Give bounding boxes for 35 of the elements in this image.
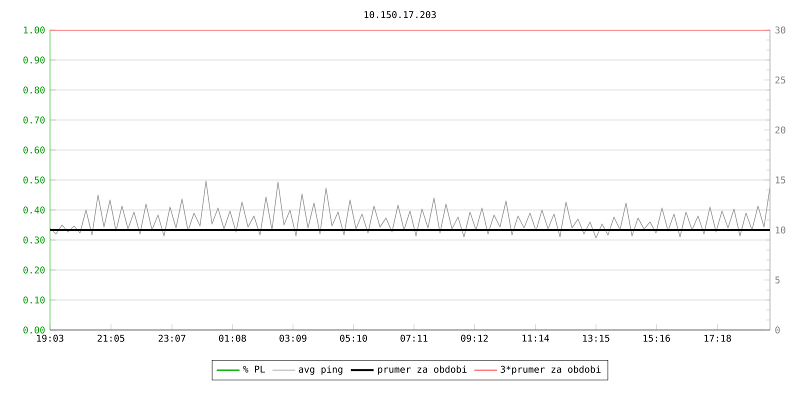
x-tick-label: 15:16 bbox=[644, 334, 670, 342]
x-tick-label: 09:12 bbox=[461, 334, 488, 342]
legend-label: avg ping bbox=[298, 366, 342, 375]
y-tick-label: 0.00 bbox=[23, 326, 45, 334]
x-tick-label: 13:15 bbox=[583, 334, 610, 342]
y-tick-label: 0.90 bbox=[23, 56, 45, 64]
x-tick-label: 01:08 bbox=[219, 334, 246, 342]
y2-tick-label: 30 bbox=[775, 26, 786, 34]
y-tick-label: 0.40 bbox=[23, 206, 45, 214]
y2-tick-label: 10 bbox=[776, 226, 786, 234]
x-tick-label: 17:18 bbox=[704, 334, 731, 342]
legend-label: % PL bbox=[243, 366, 265, 373]
y2-tick-label: 15 bbox=[776, 176, 786, 184]
y-tick-label: 0.50 bbox=[23, 176, 45, 184]
chart-title: 10.150.17.203 bbox=[364, 11, 436, 18]
x-tick-label: 03:09 bbox=[280, 334, 306, 342]
x-tick-label: 21:05 bbox=[98, 334, 124, 342]
y-tick-label: 0.80 bbox=[23, 86, 45, 94]
y-tick-label: 0.30 bbox=[23, 236, 45, 244]
legend-label: prumer za obdobi bbox=[378, 366, 467, 375]
y-tick-label: 0.60 bbox=[23, 146, 45, 154]
y-tick-label: 0.20 bbox=[23, 266, 45, 274]
y-tick-label: 1.00 bbox=[24, 26, 45, 34]
y-tick-label: 0.70 bbox=[23, 116, 45, 124]
x-tick-label: 11:14 bbox=[522, 334, 550, 342]
y2-tick-label: 20 bbox=[775, 126, 786, 134]
x-tick-label: 05:10 bbox=[340, 334, 367, 342]
x-tick-label: 23:07 bbox=[158, 334, 186, 342]
legend-label: 3*prumer za obdobi bbox=[500, 366, 601, 375]
x-tick-label: 07:11 bbox=[400, 334, 428, 342]
y2-tick-label: 0 bbox=[775, 326, 780, 334]
x-tick-label: 19:03 bbox=[37, 334, 64, 342]
y2-tick-label: 25 bbox=[775, 76, 786, 84]
y2-tick-label: 5 bbox=[775, 276, 780, 284]
y-tick-label: 0.10 bbox=[23, 296, 45, 304]
